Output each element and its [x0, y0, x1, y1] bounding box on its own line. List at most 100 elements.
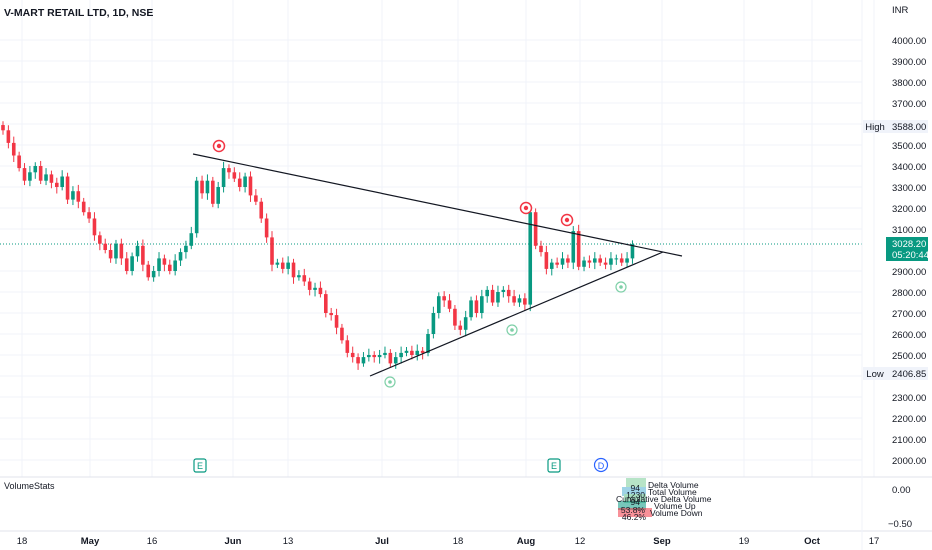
price-tick-label: 3300.00	[892, 183, 926, 194]
price-tick-label: 2900.00	[892, 267, 926, 278]
high-value: 3588.00	[892, 122, 926, 133]
candle	[189, 226, 194, 250]
candle	[76, 184, 81, 209]
candle	[280, 257, 285, 274]
candle	[232, 167, 237, 182]
cumulative-delta-value: 94	[631, 497, 641, 507]
total-volume-value: 1230	[626, 490, 645, 500]
candle	[135, 240, 140, 262]
symbol-title[interactable]: V-MART RETAIL LTD, 1D, NSE	[4, 7, 153, 19]
candle	[410, 345, 414, 360]
volume-down-value: 46.2%	[622, 512, 647, 522]
candle	[243, 172, 247, 193]
swing-low-marker	[615, 281, 627, 293]
candle	[71, 186, 75, 206]
time-tick-label: Jul	[375, 536, 389, 547]
candle	[254, 189, 258, 206]
earnings-event-icon[interactable]: E	[547, 458, 561, 473]
candle	[415, 344, 420, 361]
dividend-event-icon[interactable]: D	[593, 457, 609, 473]
price-axis[interactable]: 4000.003900.003800.003700.003600.003500.…	[892, 36, 926, 467]
descending-trendline[interactable]	[192, 153, 683, 257]
grid	[0, 0, 875, 477]
price-tick-label: 3200.00	[892, 204, 926, 215]
candle	[205, 174, 210, 200]
candle	[431, 306, 436, 339]
candle	[49, 170, 54, 189]
low-value: 2406.85	[892, 369, 926, 380]
candle	[329, 307, 333, 321]
candle	[404, 347, 409, 357]
ascending-trendline[interactable]	[369, 251, 664, 377]
candle	[506, 284, 511, 303]
price-tick-label: 3700.00	[892, 99, 926, 110]
dividend-event-label: D	[598, 461, 605, 471]
candle	[517, 294, 522, 307]
candle	[367, 348, 371, 362]
candle	[453, 305, 457, 331]
candle	[458, 320, 463, 336]
candle	[227, 164, 231, 179]
price-tick-label: 4000.00	[892, 36, 926, 47]
swing-high-marker	[212, 139, 226, 153]
price-tick-label: 3900.00	[892, 57, 926, 68]
currency-label: INR	[892, 5, 909, 16]
candle	[388, 349, 393, 368]
candle	[98, 231, 102, 251]
earnings-event-label: E	[197, 461, 203, 471]
candle	[221, 161, 226, 193]
time-tick-label: 19	[739, 536, 750, 547]
indicator-title[interactable]: VolumeStats	[4, 481, 55, 491]
candle	[393, 352, 398, 369]
volume-stats-table: 94 Delta Volume 1230 Total Volume 94 Cum…	[616, 478, 712, 522]
earnings-event-label: E	[551, 461, 557, 471]
candle	[501, 286, 506, 298]
candle	[92, 212, 97, 241]
candle	[22, 163, 27, 186]
price-tick-label: 2300.00	[892, 393, 926, 404]
candle	[560, 252, 565, 270]
delta-volume-label: Delta Volume	[648, 480, 699, 490]
time-tick-label: 13	[283, 536, 294, 547]
last-price-badge: 3028.20 05:20:44	[886, 237, 929, 261]
candle	[81, 197, 86, 216]
candle	[582, 256, 586, 272]
time-tick-label: Jun	[225, 536, 242, 547]
candle	[539, 240, 543, 257]
candle	[302, 268, 307, 286]
candle	[307, 277, 312, 296]
candle	[119, 238, 124, 265]
indicator-axis-bottom: −0.50	[888, 519, 912, 530]
candle	[463, 310, 468, 337]
price-tick-label: 3800.00	[892, 78, 926, 89]
candle	[55, 177, 59, 194]
candle	[60, 170, 64, 191]
time-axis[interactable]: 18 May 16 Jun 13 Jul 18 Aug 12 Sep 19 Oct 17	[17, 536, 880, 547]
candle	[318, 281, 323, 298]
candle	[383, 346, 387, 359]
price-tick-label: 3400.00	[892, 162, 926, 173]
candle	[173, 254, 177, 276]
candle	[275, 258, 280, 269]
candle	[399, 346, 403, 364]
candle	[442, 291, 446, 307]
candle	[313, 282, 317, 297]
candle	[124, 252, 129, 275]
high-label-badge: High 3588.00	[863, 120, 928, 133]
candle	[345, 335, 350, 358]
candle	[1, 121, 5, 135]
swing-high-marker	[519, 201, 533, 215]
candle	[340, 323, 344, 344]
candle	[200, 175, 204, 199]
candle	[566, 254, 570, 269]
total-volume-label: Total Volume	[648, 487, 697, 497]
candle	[103, 238, 108, 254]
price-tick-label: 2500.00	[892, 351, 926, 362]
candle	[211, 176, 215, 208]
earnings-event-icon[interactable]: E	[193, 458, 207, 473]
candle	[630, 240, 635, 264]
candle	[619, 253, 624, 266]
low-label: Low	[866, 369, 884, 380]
candle	[65, 172, 70, 205]
